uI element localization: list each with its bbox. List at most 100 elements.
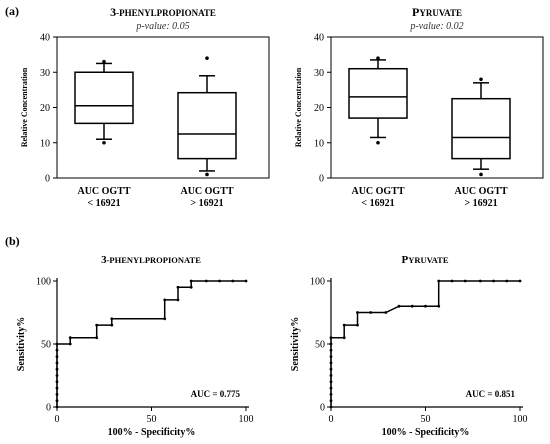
roc-point	[329, 405, 333, 409]
roc-point	[68, 342, 72, 346]
panel-label-b: (b)	[5, 234, 20, 248]
roc-point	[518, 279, 522, 283]
roc-point	[384, 311, 388, 314]
box-2	[451, 77, 511, 177]
roc-point	[492, 279, 495, 283]
roc-point	[329, 380, 333, 384]
roc-point	[329, 336, 333, 340]
roc-point	[163, 298, 167, 302]
roc-point	[397, 304, 401, 308]
x-category-label: AUC OGTT	[351, 186, 404, 197]
roc-point	[55, 361, 59, 365]
y-tick-label: 50	[41, 340, 51, 351]
y-tick-label: 20	[314, 103, 324, 114]
x-category-label: AUC OGTT	[454, 186, 507, 197]
iqr-box	[451, 97, 511, 160]
roc-point	[110, 323, 114, 327]
y-axis-label: Sensitivity%	[16, 317, 27, 371]
roc-point	[55, 367, 59, 371]
x-category-label: < 16921	[87, 198, 120, 209]
chart-subtitle: p-value: 0.02	[409, 21, 463, 32]
roc-chart-1: 3-PHENYLPROPIONATE 0 50 100 0 50 100 100% - Spe…	[16, 254, 254, 438]
roc-point	[95, 323, 99, 327]
roc-point	[110, 317, 114, 321]
outlier-point	[376, 56, 380, 60]
roc-point	[505, 279, 509, 283]
chart-subtitle: p-value: 0.05	[135, 21, 189, 32]
roc-point	[437, 279, 441, 283]
x-category-label: < 16921	[361, 198, 394, 209]
y-tick-label: 0	[45, 174, 50, 185]
roc-point	[68, 336, 72, 340]
box-1	[348, 56, 408, 145]
y-tick-label: 50	[315, 340, 325, 351]
x-tick-label: 50	[147, 414, 157, 425]
x-category-label: > 16921	[464, 198, 497, 209]
auc-annotation: AUC = 0.851	[466, 389, 516, 399]
y-axis-label: Relative Concentration	[294, 67, 303, 147]
roc-point	[244, 279, 248, 283]
roc-point	[450, 279, 454, 283]
y-tick-label: 40	[314, 33, 324, 44]
chart-title: 3-PHENYLPROPIONATE	[101, 254, 201, 266]
roc-point	[410, 304, 414, 308]
y-tick-label: 10	[314, 138, 324, 149]
roc-point	[329, 342, 333, 346]
chart-title: PYRUVATE	[412, 5, 462, 19]
roc-point	[329, 355, 333, 358]
box-2	[177, 56, 237, 177]
outlier-point	[376, 140, 380, 145]
roc-point	[95, 336, 99, 340]
roc-point	[231, 279, 235, 283]
roc-point	[329, 393, 333, 396]
x-tick-label: 0	[329, 414, 334, 425]
x-tick-label: 100	[513, 414, 528, 425]
roc-point	[329, 374, 333, 377]
roc-point	[342, 336, 346, 340]
x-category-label: AUC OGTT	[180, 186, 233, 197]
x-tick-label: 50	[421, 414, 431, 425]
y-tick-label: 0	[320, 403, 325, 414]
roc-point	[463, 279, 467, 283]
outlier-point	[205, 172, 209, 177]
chart-title: 3-PHENYLPROPIONATE	[110, 5, 216, 19]
auc-annotation: AUC = 0.775	[191, 389, 241, 399]
outlier-point	[479, 77, 483, 82]
x-category-label: > 16921	[190, 198, 223, 209]
y-axis-label: Sensitivity%	[290, 317, 301, 371]
x-category-label: AUC OGTT	[77, 186, 130, 197]
iqr-box	[177, 91, 237, 160]
x-tick-label: 0	[55, 414, 60, 425]
y-tick-label: 0	[46, 403, 51, 414]
roc-point	[55, 399, 59, 403]
x-tick-label: 100	[239, 414, 254, 425]
roc-point	[437, 304, 441, 308]
roc-point	[55, 374, 59, 377]
chart-title: PYRUVATE	[401, 254, 448, 266]
roc-point	[356, 323, 359, 327]
roc-point	[189, 285, 193, 289]
y-tick-label: 100	[310, 277, 325, 288]
roc-point	[342, 323, 346, 327]
roc-point	[176, 298, 180, 302]
roc-point	[369, 311, 373, 314]
y-tick-label: 30	[314, 68, 324, 79]
panel-label-a: (a)	[5, 4, 19, 18]
roc-point	[55, 386, 59, 390]
roc-chart-2: PYRUVATE 0 50 100 0 50 100 100% - Specificity% S…	[290, 254, 528, 438]
box-1	[74, 59, 134, 145]
iqr-box	[348, 67, 408, 119]
y-tick-label: 100	[36, 277, 51, 288]
roc-point	[204, 279, 208, 283]
y-tick-label: 0	[319, 174, 324, 185]
box-plot-2: PYRUVATE p-value: 0.02 0 10 20 30 40 Relative C…	[294, 5, 544, 209]
iqr-box	[74, 71, 134, 125]
roc-point	[329, 386, 333, 390]
box-plot-1: 3-PHENYLPROPIONATE p-value: 0.05 0 10 20 30 40…	[20, 5, 270, 209]
roc-point	[176, 285, 180, 289]
roc-point	[55, 348, 59, 352]
y-tick-label: 10	[40, 138, 50, 149]
roc-point	[356, 311, 359, 314]
